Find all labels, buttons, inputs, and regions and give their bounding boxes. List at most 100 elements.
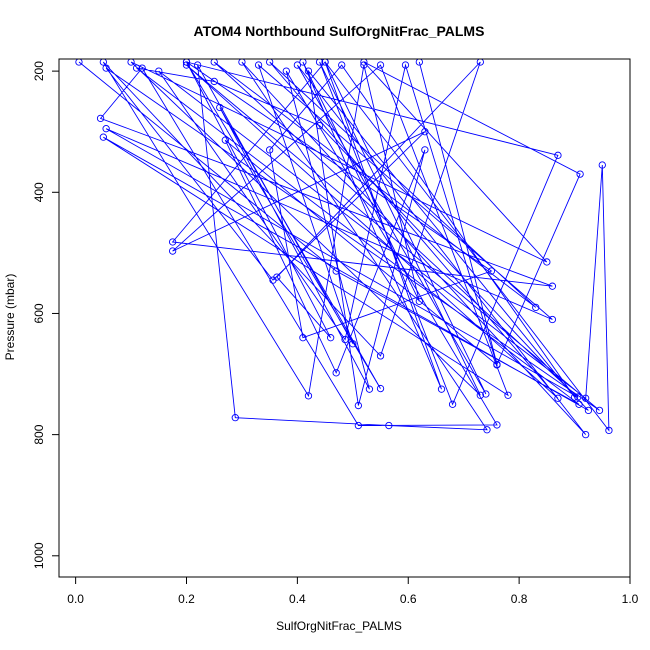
data-point	[582, 394, 590, 402]
data-point	[299, 334, 307, 342]
data-point	[504, 391, 512, 399]
data-point	[127, 59, 135, 66]
data-point	[598, 161, 606, 169]
data-point	[376, 61, 385, 69]
data-point	[575, 400, 583, 408]
data-point	[421, 146, 429, 154]
data-point	[216, 103, 224, 112]
data-point	[437, 385, 446, 393]
data-point	[132, 64, 141, 72]
data-point	[99, 133, 107, 141]
y-tick-label: 600	[32, 303, 46, 323]
data-point	[99, 59, 107, 66]
data-point	[360, 61, 368, 69]
x-tick-label: 0.4	[289, 592, 306, 606]
x-tick-label: 0.6	[400, 592, 417, 606]
data-point	[221, 136, 229, 144]
plot-frame	[58, 58, 631, 578]
y-tick-label: 800	[32, 424, 46, 444]
data-point	[210, 59, 218, 66]
data-point	[605, 426, 613, 435]
data-point	[376, 384, 385, 393]
y-tick-label: 200	[32, 61, 46, 81]
data-point	[304, 67, 313, 75]
data-point	[138, 64, 146, 72]
data-point	[210, 77, 218, 86]
data-point	[332, 369, 340, 377]
y-axis: 200 400 600 800 1000	[32, 61, 59, 569]
data-point	[102, 125, 110, 133]
data-point	[354, 401, 363, 410]
data-point	[315, 59, 324, 66]
data-point	[75, 59, 83, 66]
data-point	[376, 352, 385, 360]
data-point	[482, 390, 490, 398]
x-tick-label: 0.8	[511, 592, 528, 606]
data-point	[96, 114, 105, 123]
data-point	[385, 421, 393, 430]
data-point	[266, 146, 274, 154]
data-point	[315, 121, 324, 130]
data-point	[254, 61, 263, 69]
y-tick-label: 400	[32, 182, 46, 202]
data-point	[338, 61, 346, 69]
data-point	[421, 128, 429, 136]
data-point	[574, 393, 582, 401]
series-line	[78, 61, 610, 435]
data-point	[493, 421, 501, 429]
data-point	[326, 334, 335, 342]
data-point	[332, 267, 340, 275]
data-point	[182, 59, 191, 66]
data-point	[554, 151, 562, 159]
data-point	[349, 340, 357, 348]
y-axis-label: Pressure (mbar)	[3, 274, 17, 361]
data-point	[299, 59, 307, 66]
data-point	[193, 61, 202, 69]
data-point	[341, 335, 349, 344]
data-point	[168, 247, 177, 255]
chart-title: ATOM4 Northbound SulfOrgNitFrac_PALMS	[194, 23, 485, 39]
data-point	[401, 61, 410, 69]
x-tick-label: 0.2	[178, 592, 195, 606]
data-point	[304, 392, 313, 400]
data-point	[487, 267, 496, 275]
data-point	[476, 59, 484, 66]
data-point	[321, 59, 329, 66]
data-point	[102, 64, 110, 72]
data-point	[448, 400, 457, 408]
data-point	[231, 414, 239, 422]
data-point	[554, 394, 562, 402]
data-point	[238, 59, 246, 66]
data-point	[155, 67, 163, 75]
data-point	[595, 406, 604, 415]
data-point	[532, 303, 540, 312]
data-point	[493, 360, 501, 368]
data-point	[266, 59, 274, 66]
data-point	[168, 238, 177, 246]
data-point	[354, 421, 363, 430]
x-axis-label: SulfOrgNitFrac_PALMS	[276, 619, 402, 633]
data-point	[282, 67, 290, 75]
data-point	[273, 273, 281, 281]
data-point	[360, 59, 368, 66]
data-point	[548, 315, 557, 324]
x-tick-label: 1.0	[622, 592, 639, 606]
plot-area	[75, 59, 613, 439]
data-point	[570, 393, 579, 401]
data-point	[415, 59, 423, 66]
data-point	[476, 391, 484, 399]
x-axis: 0.0 0.2 0.4 0.6 0.8 1.0	[67, 577, 639, 606]
data-point	[182, 61, 191, 69]
data-point	[293, 61, 302, 69]
data-point	[576, 170, 584, 178]
data-point	[548, 282, 557, 290]
data-point	[365, 385, 374, 393]
data-point	[415, 297, 423, 305]
data-point	[543, 258, 551, 266]
x-tick-label: 0.0	[67, 592, 84, 606]
data-point	[483, 426, 491, 434]
data-point	[584, 406, 593, 415]
y-tick-label: 1000	[32, 542, 46, 569]
data-point	[582, 430, 590, 439]
